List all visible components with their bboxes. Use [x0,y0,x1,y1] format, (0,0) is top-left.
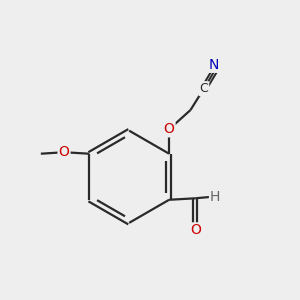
Text: H: H [210,190,220,204]
Text: O: O [58,145,70,159]
Text: O: O [190,224,201,237]
Text: O: O [164,122,175,136]
Text: C: C [200,82,208,95]
Text: N: N [209,58,220,72]
